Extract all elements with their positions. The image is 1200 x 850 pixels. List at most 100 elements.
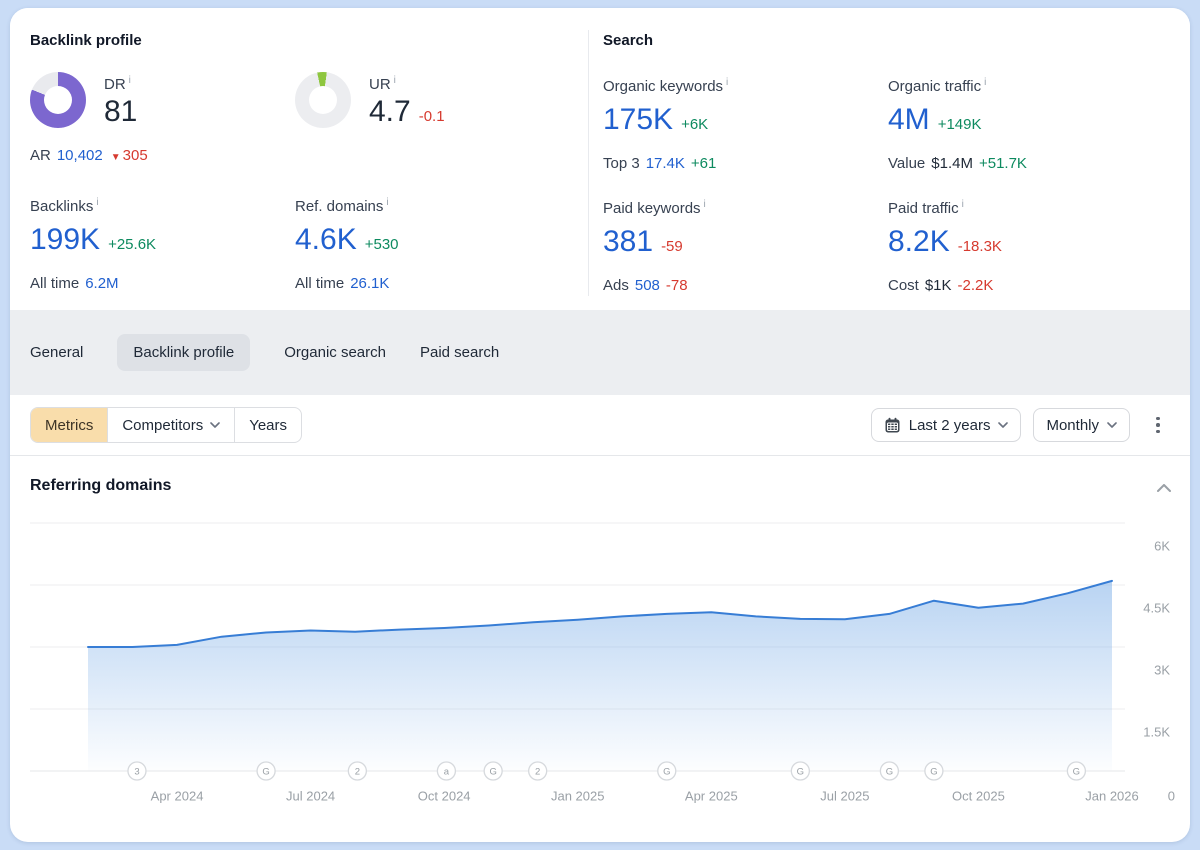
- backlinks-metric: Backlinks i 199K +25.6K All time 6.2M: [30, 194, 156, 292]
- date-range-button[interactable]: Last 2 years: [870, 408, 1022, 442]
- info-icon[interactable]: i: [128, 75, 131, 86]
- chart-event-marker[interactable]: G: [483, 761, 503, 781]
- tab-general[interactable]: General: [30, 344, 84, 361]
- ref-domains-value[interactable]: 4.6K: [295, 223, 357, 256]
- x-axis-tick-label: Apr 2025: [685, 788, 738, 803]
- tab-backlink-profile[interactable]: Backlink profile: [117, 334, 251, 371]
- area-fill: [88, 580, 1112, 771]
- site-explorer-overview-card: Backlink profile DR i 81 AR 10,402 ▼ 305 UR i…: [10, 8, 1190, 842]
- y-axis-tick-label: 6K: [1154, 538, 1170, 553]
- competitors-button[interactable]: Competitors: [107, 408, 234, 442]
- svg-text:a: a: [444, 766, 450, 777]
- backlink-profile-section-title: Backlink profile: [30, 32, 142, 49]
- svg-text:G: G: [663, 766, 670, 777]
- referring-domains-chart[interactable]: 6K 4.5K 3K 1.5K 0 3 G 2 a G 2 G G G G G Apr 2024 Jul 2024…: [10, 508, 1190, 818]
- chevron-down-icon: [998, 422, 1009, 428]
- chart-event-marker[interactable]: G: [790, 761, 810, 781]
- info-icon[interactable]: i: [984, 77, 987, 88]
- info-icon[interactable]: i: [386, 197, 389, 208]
- backlinks-alltime-value[interactable]: 6.2M: [85, 275, 119, 292]
- organic-keywords-value[interactable]: 175K: [603, 103, 674, 136]
- paid-traffic-value[interactable]: 8.2K: [888, 225, 950, 258]
- date-range-label: Last 2 years: [908, 416, 991, 434]
- tab-organic-search[interactable]: Organic search: [284, 344, 386, 361]
- chart-event-marker[interactable]: a: [436, 761, 457, 781]
- calendar-icon: [885, 417, 900, 432]
- svg-text:G: G: [489, 766, 496, 777]
- traffic-value-change: +51.7K: [978, 155, 1027, 172]
- paid-keywords-metric: Paid keywords i 381 -59 Ads 508 -78: [603, 196, 706, 294]
- down-triangle-icon: ▼: [110, 152, 121, 163]
- ur-value: 4.7: [369, 95, 411, 128]
- chart-event-marker[interactable]: 3: [127, 761, 147, 781]
- chart-event-marker[interactable]: G: [924, 761, 944, 781]
- ref-domains-label: Ref. domains: [295, 198, 384, 215]
- granularity-button[interactable]: Monthly: [1033, 408, 1130, 442]
- chart-event-marker[interactable]: G: [657, 761, 677, 781]
- ads-value[interactable]: 508: [634, 277, 660, 294]
- y-axis-tick-label: 0: [1168, 788, 1175, 803]
- chart-event-marker[interactable]: 2: [347, 761, 368, 781]
- ur-label: UR: [369, 76, 391, 93]
- x-axis-tick-label: Jul 2025: [820, 788, 869, 803]
- paid-keywords-value[interactable]: 381: [603, 225, 654, 258]
- paid-keywords-change: -59: [661, 238, 683, 255]
- referring-domains-line: [87, 579, 1113, 648]
- paid-keywords-label: Paid keywords: [603, 200, 701, 217]
- organic-keywords-label: Organic keywords: [603, 78, 724, 95]
- view-mode-segmented-control: Metrics Competitors Years: [30, 407, 303, 443]
- info-icon[interactable]: i: [726, 77, 729, 88]
- svg-text:2: 2: [355, 766, 360, 777]
- x-axis-tick-label: Jan 2025: [551, 788, 605, 803]
- chart-event-marker[interactable]: 2: [528, 761, 548, 781]
- backlinks-label: Backlinks: [30, 198, 94, 215]
- organic-traffic-value[interactable]: 4M: [888, 103, 930, 136]
- info-icon[interactable]: i: [703, 199, 706, 210]
- organic-traffic-change: +149K: [937, 116, 982, 133]
- years-button[interactable]: Years: [234, 408, 301, 442]
- ar-label: AR: [30, 147, 51, 164]
- ads-label: Ads: [603, 277, 629, 294]
- x-axis-tick-label: Oct 2024: [418, 788, 471, 803]
- collapse-chevron-up-icon[interactable]: [1154, 480, 1174, 496]
- top3-change: +61: [690, 155, 717, 172]
- ref-domains-sub-label: All time: [295, 275, 345, 292]
- x-axis-tick-label: Jan 2026: [1085, 788, 1139, 803]
- ref-domains-alltime-value[interactable]: 26.1K: [350, 275, 390, 292]
- x-axis-tick-label: Jul 2024: [286, 788, 335, 803]
- backlinks-value[interactable]: 199K: [30, 223, 101, 256]
- info-icon[interactable]: i: [393, 75, 396, 86]
- svg-text:G: G: [886, 766, 893, 777]
- dr-label: DR: [104, 76, 126, 93]
- metrics-button[interactable]: Metrics: [31, 408, 108, 442]
- dr-donut-chart: [30, 72, 86, 128]
- ur-change: -0.1: [418, 108, 445, 125]
- svg-text:G: G: [1073, 766, 1080, 777]
- organic-traffic-label: Organic traffic: [888, 78, 982, 95]
- section-divider: [588, 30, 589, 296]
- ref-domains-change: +530: [364, 236, 399, 253]
- chart-event-marker[interactable]: G: [256, 761, 276, 781]
- paid-traffic-change: -18.3K: [957, 238, 1002, 255]
- stats-panel: Backlink profile DR i 81 AR 10,402 ▼ 305 UR i…: [10, 8, 1190, 310]
- cost-value: $1K: [924, 277, 952, 294]
- paid-traffic-metric: Paid traffic i 8.2K -18.3K Cost $1K -2.2K: [888, 196, 1002, 294]
- chart-event-marker[interactable]: G: [1066, 761, 1087, 781]
- top3-value[interactable]: 17.4K: [645, 155, 685, 172]
- info-icon[interactable]: i: [96, 197, 99, 208]
- svg-text:G: G: [797, 766, 804, 777]
- tab-paid-search[interactable]: Paid search: [419, 344, 500, 361]
- more-options-button[interactable]: [1146, 408, 1170, 442]
- ar-value[interactable]: 10,402: [56, 147, 103, 164]
- dr-metric: DR i 81: [30, 72, 137, 130]
- info-icon[interactable]: i: [961, 199, 964, 210]
- cost-label: Cost: [888, 277, 919, 294]
- chart-event-marker[interactable]: G: [879, 761, 900, 781]
- ar-change: 305: [122, 147, 148, 164]
- svg-text:G: G: [262, 766, 269, 777]
- dr-value: 81: [104, 95, 138, 128]
- cost-change: -2.2K: [957, 277, 994, 294]
- backlinks-change: +25.6K: [108, 236, 157, 253]
- ur-donut-chart: [295, 72, 351, 128]
- report-tab-bar: General Backlink profile Organic search …: [10, 310, 1190, 395]
